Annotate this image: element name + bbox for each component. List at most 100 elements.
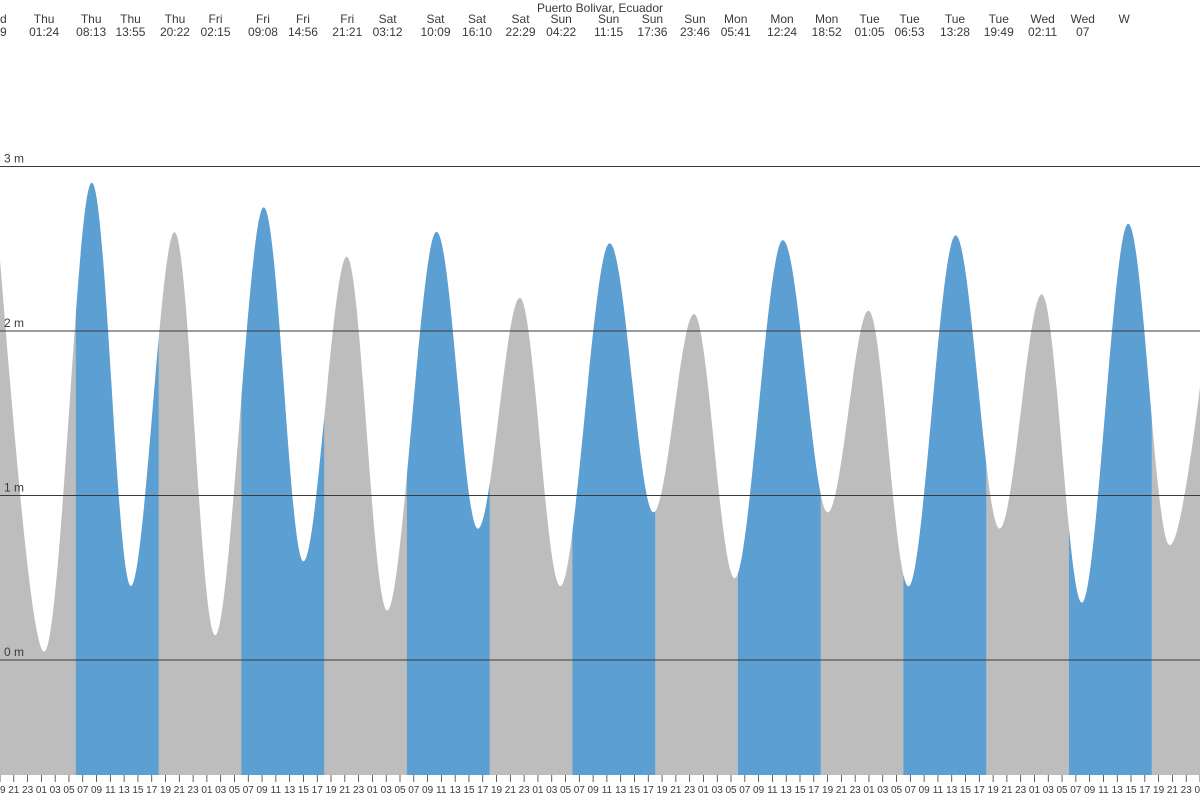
x-axis-label: 17 [808,785,820,796]
x-axis-label: 09 [422,785,434,796]
x-axis-label: 13 [1112,785,1124,796]
top-label-day: Mon [724,12,747,26]
x-axis-label: 15 [463,785,475,796]
x-axis-label: 01 [1194,785,1200,796]
x-axis-label: 01 [367,785,379,796]
x-axis-label: 03 [215,785,227,796]
top-label-day: Fri [256,12,270,26]
x-axis-label: 23 [684,785,696,796]
y-axis-label: 0 m [4,645,24,659]
x-axis-label: 09 [1084,785,1096,796]
x-axis-label: 13 [781,785,793,796]
top-label-day: Tue [989,12,1010,26]
x-axis-label: 13 [284,785,296,796]
x-axis-label: 19 [491,785,503,796]
x-axis-label: 21 [1001,785,1013,796]
y-axis-label: 2 m [4,316,24,330]
top-label-day: W [1118,12,1130,26]
top-label-day: Fri [296,12,310,26]
top-label-day: Thu [120,12,141,26]
top-label-day: Thu [81,12,102,26]
top-label-day: Sun [684,12,705,26]
top-label-time: 02:11 [1028,25,1057,39]
x-axis-label: 03 [1043,785,1055,796]
x-axis-label: 19 [822,785,834,796]
top-label-time: 11:15 [594,25,623,39]
x-axis-label: 23 [1181,785,1193,796]
x-axis-label: 17 [1139,785,1151,796]
day-fill-2 [241,0,324,800]
day-fill-4 [572,0,655,800]
top-label-time: 19:49 [984,25,1014,39]
x-axis-label: 19 [325,785,337,796]
x-axis-label: 23 [22,785,34,796]
x-axis-label: 21 [836,785,848,796]
top-label-time: 07 [1076,25,1090,39]
x-axis-label: 07 [574,785,586,796]
x-axis-label: 07 [739,785,751,796]
x-axis-label: 09 [588,785,600,796]
x-axis-label: 01 [201,785,213,796]
top-label-day: Sun [642,12,663,26]
day-fill-6 [903,0,986,800]
x-axis-label: 13 [615,785,627,796]
x-axis-label: 21 [339,785,351,796]
x-axis-label: 07 [905,785,917,796]
top-label-time: 13:28 [940,25,970,39]
x-axis-label: 19 [160,785,172,796]
x-axis-label: 19 [657,785,669,796]
x-axis-label: 01 [863,785,875,796]
top-label-time: 13:55 [115,25,145,39]
top-label-time: 04:22 [546,25,576,39]
top-label-time: 23:46 [680,25,710,39]
day-fill-7 [1069,0,1152,800]
top-label-time: 21:21 [332,25,362,39]
x-axis-label: 21 [8,785,20,796]
x-axis-label: 17 [477,785,489,796]
tide-chart: 0 m1 m2 m3 m1921230103050709111315171921… [0,0,1200,800]
top-label-time: 18:52 [812,25,842,39]
top-label-time: 02:15 [201,25,231,39]
day-fill-1 [76,0,159,800]
top-label-day: Tue [859,12,880,26]
x-axis-label: 23 [188,785,200,796]
x-axis-label: 13 [119,785,131,796]
x-axis-label: 15 [794,785,806,796]
top-label-day: Tue [899,12,920,26]
x-axis-label: 03 [712,785,724,796]
x-axis-label: 07 [408,785,420,796]
top-label-time: 08:13 [76,25,106,39]
x-axis-label: 01 [532,785,544,796]
x-axis-label: 05 [63,785,75,796]
y-axis-label: 3 m [4,152,24,166]
x-axis-label: 05 [229,785,241,796]
x-axis-label: 11 [602,785,613,796]
top-label-time: 29 [0,25,7,39]
x-axis-label: 21 [174,785,186,796]
x-axis-label: 03 [381,785,393,796]
day-fill-3 [407,0,490,800]
x-axis-label: 17 [974,785,986,796]
top-label-time: 16:10 [462,25,492,39]
top-label-time: 12:24 [767,25,797,39]
x-axis-label: 03 [50,785,62,796]
top-label-day: Sun [550,12,571,26]
top-label-day: Tue [945,12,966,26]
top-label-time: 06:53 [895,25,925,39]
top-label-time: 10:09 [421,25,451,39]
x-axis-label: 09 [753,785,765,796]
x-axis-label: 09 [91,785,103,796]
x-axis-label: 23 [850,785,862,796]
x-axis-label: 07 [243,785,255,796]
x-axis-label: 15 [132,785,144,796]
top-label-day: Fri [209,12,223,26]
top-label-day: Mon [815,12,838,26]
top-label-day: ed [0,12,7,26]
x-axis-label: 13 [946,785,958,796]
x-axis-label: 01 [1029,785,1041,796]
top-label-day: Thu [34,12,55,26]
x-axis-label: 15 [629,785,641,796]
x-axis-label: 07 [77,785,89,796]
top-label-time: 14:56 [288,25,318,39]
x-axis-label: 17 [312,785,324,796]
